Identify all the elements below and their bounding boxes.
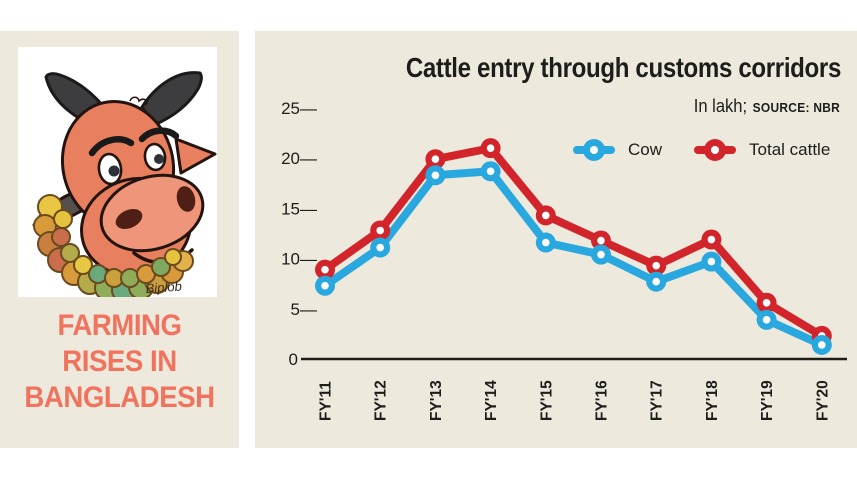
legend-label-cow: Cow — [628, 140, 663, 159]
svg-text:FY'19: FY'19 — [759, 380, 776, 421]
cow-series-marker-icon — [573, 139, 615, 161]
chart-title: Cattle entry through customs corridors — [405, 52, 842, 83]
chart-legend: Cow Total cattle — [573, 139, 830, 161]
bull-nostril-left — [115, 208, 143, 230]
total-cattle-series-marker-icon — [694, 139, 737, 161]
bull-nostril-right — [176, 186, 196, 212]
flower-garland — [33, 194, 194, 297]
svg-text:10—: 10— — [281, 250, 317, 269]
bull-illustration-card: Biplob — [18, 47, 217, 297]
headline-line-1: FARMING — [57, 309, 182, 342]
svg-text:0: 0 — [289, 350, 298, 369]
bull-right-horn — [140, 71, 203, 127]
line-chart: 0 5— 10— 15— 20— 25— FY'11 FY'12 FY'13 FY'14 FY'15… — [281, 99, 847, 421]
bull-cartoon-icon: Biplob — [32, 71, 217, 297]
chart-subtitle: In lakh; SOURCE: NBR — [694, 96, 840, 117]
svg-text:FY'14: FY'14 — [483, 380, 500, 421]
svg-text:FY'17: FY'17 — [649, 380, 666, 421]
svg-text:FY'11: FY'11 — [318, 381, 335, 421]
svg-text:FY'16: FY'16 — [594, 380, 611, 421]
svg-text:FY'20: FY'20 — [814, 380, 831, 421]
bull-right-ear — [174, 137, 217, 175]
svg-text:FY'13: FY'13 — [428, 380, 445, 421]
headline: FARMING RISES IN BANGLADESH — [10, 308, 230, 416]
svg-text:15—: 15— — [281, 199, 317, 218]
bull-right-eyebrow — [138, 127, 180, 143]
legend-item-cow: Cow — [573, 139, 662, 161]
svg-text:20—: 20— — [281, 149, 317, 168]
chart-panel: 0 5— 10— 15— 20— 25— FY'11 FY'12 FY'13 FY'14 FY'15… — [255, 31, 857, 448]
unit-label: In lakh; — [693, 96, 748, 116]
svg-text:5—: 5— — [291, 300, 317, 319]
legend-label-total-cattle: Total cattle — [749, 140, 831, 159]
artist-signature: Biplob — [145, 279, 182, 296]
svg-text:FY'15: FY'15 — [538, 380, 555, 421]
svg-text:FY'12: FY'12 — [373, 380, 390, 421]
headline-line-2: RISES IN — [62, 345, 177, 378]
legend-item-total-cattle: Total cattle — [694, 139, 830, 161]
svg-text:25—: 25— — [281, 99, 317, 118]
bull-left-pupil — [108, 165, 120, 177]
bull-right-pupil — [154, 154, 164, 164]
bull-hair-tuft — [129, 96, 148, 106]
left-panel: Biplob FARMING RISES IN BANGLADESH — [0, 31, 239, 448]
bull-left-eyebrow — [88, 136, 135, 157]
svg-text:FY'18: FY'18 — [704, 380, 721, 421]
source-label: SOURCE: NBR — [752, 100, 840, 115]
headline-line-3: BANGLADESH — [24, 381, 215, 414]
